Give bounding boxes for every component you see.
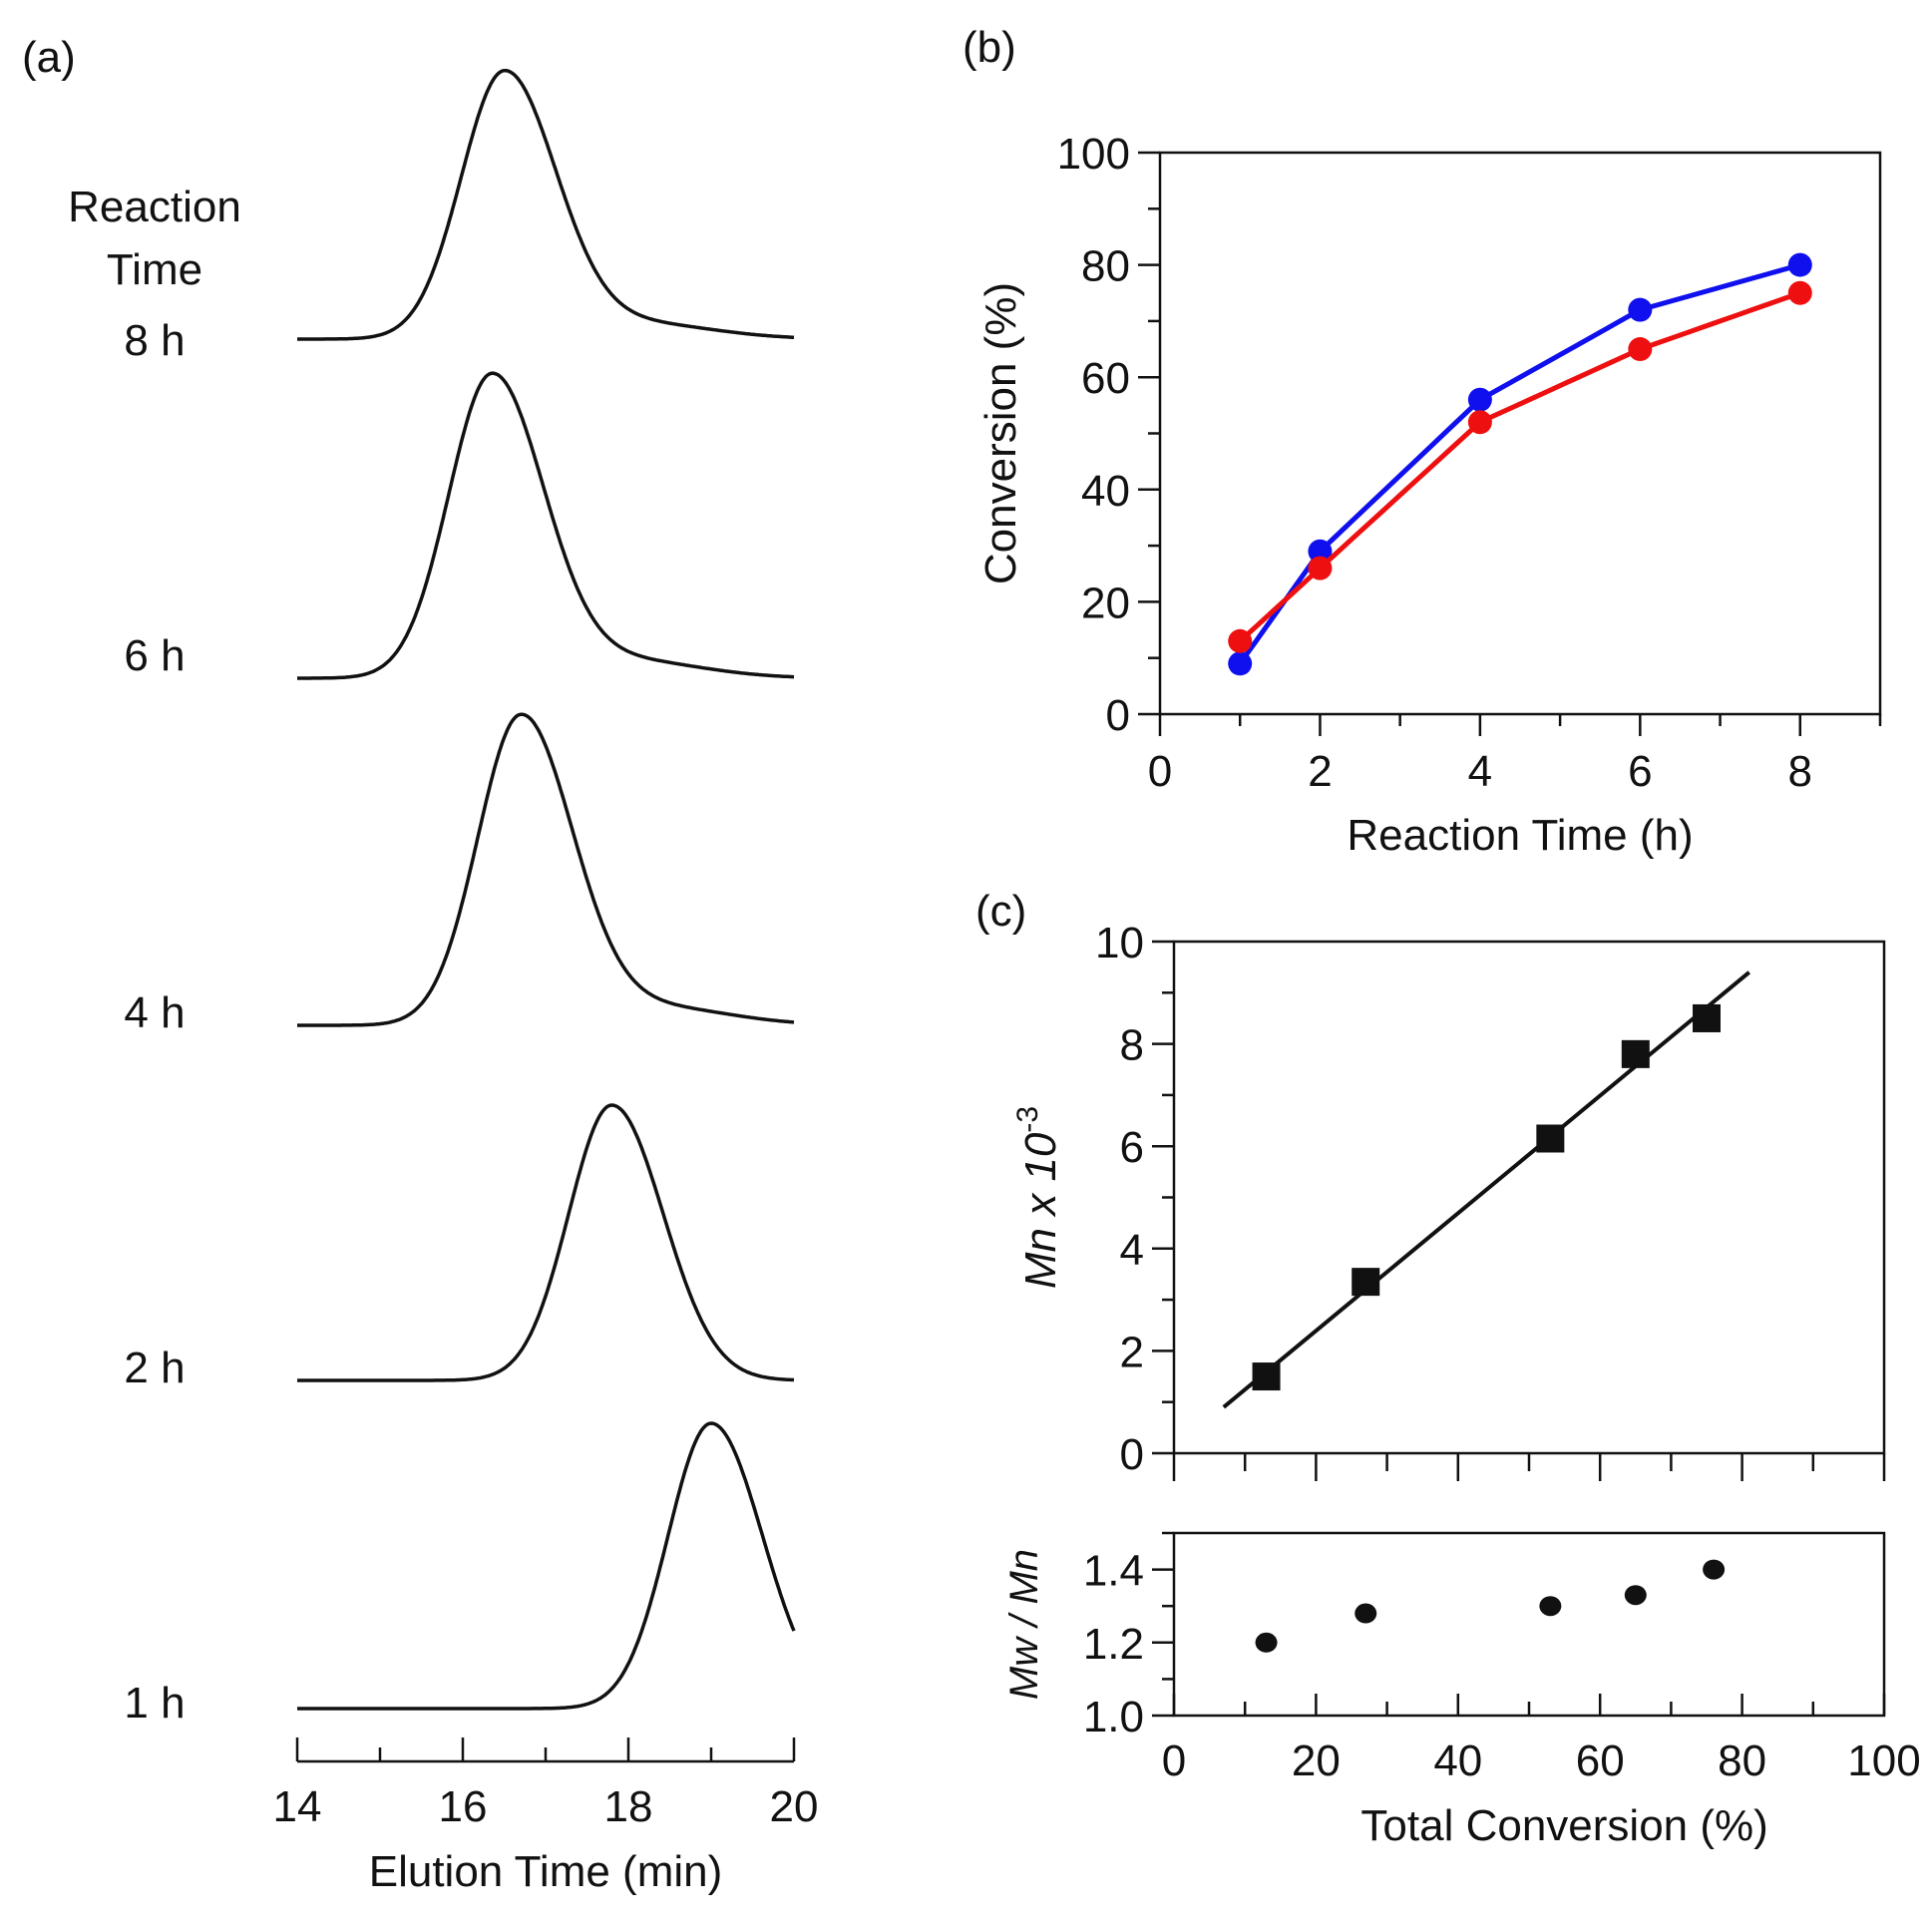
panel-label-c: (c) bbox=[975, 887, 1026, 936]
y-tick-label: 20 bbox=[1081, 579, 1130, 627]
gpc-trace bbox=[297, 371, 794, 680]
x-tick-label: 20 bbox=[770, 1782, 819, 1831]
x-axis-label: Elution Time (min) bbox=[369, 1847, 723, 1896]
x-tick-label: 14 bbox=[273, 1782, 322, 1831]
panel-c: (c) 0 2 4 6 8 10 Mn x 10-3 bbox=[975, 887, 1886, 1481]
data-point-blue bbox=[1467, 387, 1492, 412]
data-point-blue bbox=[1787, 252, 1812, 277]
series-label: 4 h bbox=[124, 988, 185, 1037]
legend-title: Reaction bbox=[68, 183, 241, 231]
gpc-trace bbox=[297, 68, 795, 341]
y-tick-label: 8 bbox=[1120, 1021, 1144, 1070]
data-point-red bbox=[1467, 410, 1492, 435]
gpc-trace bbox=[297, 1421, 796, 1711]
data-point-mn bbox=[1693, 1003, 1721, 1032]
x-tick-label: 20 bbox=[1292, 1736, 1341, 1785]
y-tick-label: 1.0 bbox=[1083, 1693, 1144, 1741]
series-label: 8 h bbox=[124, 316, 185, 365]
y-axis-label: Mn x 10-3 bbox=[1011, 1106, 1065, 1289]
y-tick-label: 0 bbox=[1120, 1430, 1144, 1479]
panel-c-lower: 1.0 1.2 1.4 0 20 40 60 80 100 Total Conversion (%… bbox=[1002, 1531, 1921, 1850]
series-line-red bbox=[1238, 290, 1804, 643]
y-tick-label: 2 bbox=[1120, 1328, 1144, 1376]
gpc-trace bbox=[297, 712, 795, 1027]
y-tick-label: 1.2 bbox=[1083, 1620, 1144, 1669]
panel-label-b: (b) bbox=[963, 23, 1016, 72]
y-axis-label: Conversion (%) bbox=[976, 282, 1025, 584]
data-point-red bbox=[1628, 337, 1653, 362]
y-axis-label-superscript: -3 bbox=[1011, 1106, 1044, 1133]
y-tick-label: 60 bbox=[1081, 354, 1130, 403]
data-point-red bbox=[1787, 280, 1812, 305]
gpc-trace bbox=[297, 1103, 795, 1382]
data-point-pdi bbox=[1354, 1603, 1377, 1624]
series-label: 6 h bbox=[124, 631, 185, 680]
x-tick-label: 40 bbox=[1433, 1736, 1482, 1785]
fit-line bbox=[1222, 970, 1750, 1409]
x-tick-label: 4 bbox=[1468, 747, 1492, 796]
y-tick-label: 40 bbox=[1081, 467, 1130, 516]
panel-a: (a) Reaction Time 8 h 6 h 4 h 2 h 1 h 14 16 18 20 El… bbox=[22, 33, 818, 1896]
series-label: 2 h bbox=[124, 1344, 185, 1392]
plot-frame bbox=[1158, 151, 1882, 716]
x-tick-label: 16 bbox=[439, 1782, 488, 1831]
x-tick-label: 60 bbox=[1576, 1736, 1625, 1785]
data-point-pdi bbox=[1255, 1632, 1278, 1653]
y-tick-label: 10 bbox=[1095, 919, 1144, 967]
y-axis-label-text: Mn x 10 bbox=[1016, 1132, 1065, 1289]
x-tick-label: 2 bbox=[1308, 747, 1332, 796]
data-point-mn bbox=[1621, 1039, 1650, 1068]
x-tick-label: 100 bbox=[1847, 1736, 1920, 1785]
data-point-blue bbox=[1228, 651, 1253, 676]
data-point-blue bbox=[1628, 297, 1653, 322]
y-tick-label: 1.4 bbox=[1083, 1547, 1144, 1596]
y-tick-label: 0 bbox=[1106, 691, 1130, 740]
data-point-mn bbox=[1352, 1268, 1380, 1297]
x-tick-label: 80 bbox=[1718, 1736, 1766, 1785]
y-tick-label: 6 bbox=[1120, 1123, 1144, 1172]
plot-frame bbox=[1172, 1531, 1886, 1718]
x-tick-label: 0 bbox=[1162, 1736, 1186, 1785]
legend-title: Time bbox=[107, 245, 202, 294]
data-point-red bbox=[1308, 556, 1333, 580]
x-tick-label: 8 bbox=[1788, 747, 1812, 796]
data-point-pdi bbox=[1624, 1585, 1647, 1606]
y-axis-label: Mw / Mn bbox=[1002, 1549, 1046, 1700]
panel-label-a: (a) bbox=[22, 33, 76, 82]
data-point-red bbox=[1228, 628, 1253, 653]
data-point-pdi bbox=[1539, 1596, 1562, 1617]
x-tick-label: 6 bbox=[1628, 747, 1652, 796]
y-tick-label: 80 bbox=[1081, 242, 1130, 291]
data-point-blue bbox=[1308, 539, 1333, 564]
x-tick-label: 18 bbox=[604, 1782, 653, 1831]
data-point-mn bbox=[1252, 1362, 1281, 1391]
plot-frame bbox=[1172, 940, 1886, 1455]
x-tick-label: 0 bbox=[1148, 747, 1172, 796]
data-point-pdi bbox=[1703, 1559, 1726, 1580]
data-point-mn bbox=[1536, 1124, 1565, 1153]
series-label: 1 h bbox=[124, 1679, 185, 1728]
x-axis-label: Total Conversion (%) bbox=[1360, 1801, 1767, 1850]
x-axis-label: Reaction Time (h) bbox=[1347, 811, 1693, 860]
y-tick-label: 100 bbox=[1057, 130, 1130, 179]
y-tick-label: 4 bbox=[1120, 1226, 1144, 1275]
panel-b: (b) 0 20 40 60 80 100 0 2 4 6 8 Reaction Time (h) Con… bbox=[963, 23, 1882, 860]
